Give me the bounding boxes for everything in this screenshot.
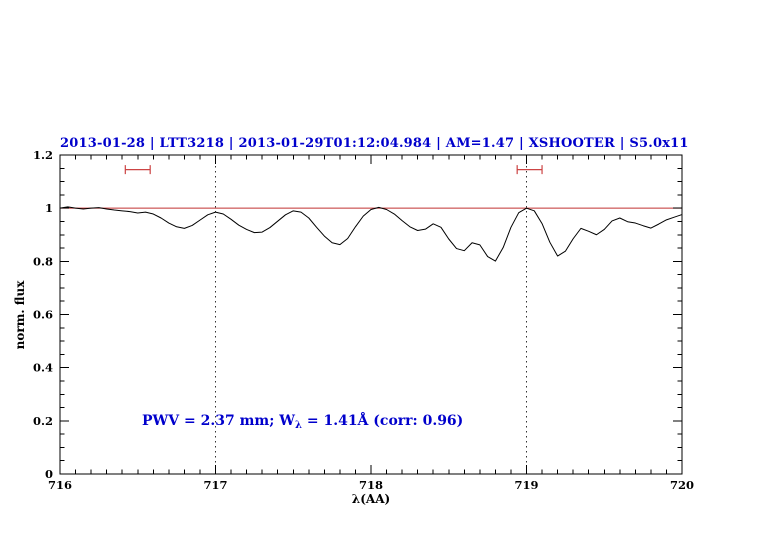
x-tick-label: 718: [359, 478, 383, 492]
equiv-width-marker: [516, 165, 543, 175]
y-tick-label: 0.6: [33, 308, 53, 322]
y-tick-label: 0.4: [33, 361, 53, 375]
plot-title-text: 2013-01-28 | LTT3218 | 2013-01-29T01:12:…: [60, 136, 689, 151]
y-tick-label: 1: [45, 201, 53, 215]
pwv-annotation-pre: PWV = 2.37 mm; W: [142, 413, 295, 429]
y-tick-label: 0.8: [33, 254, 53, 268]
x-axis-label: λ(AA): [351, 492, 391, 506]
y-tick-label: 1.2: [33, 148, 53, 162]
y-axis-label: norm. flux: [13, 280, 27, 350]
pwv-annotation-post: = 1.41Å (corr: 0.96): [301, 413, 464, 429]
x-tick-label: 717: [203, 478, 227, 492]
x-tick-label: 720: [670, 478, 694, 492]
y-tick-label: 0: [45, 467, 53, 481]
plot-title: 2013-01-28 | LTT3218 | 2013-01-29T01:12:…: [60, 136, 688, 151]
spectrum-line: [59, 206, 683, 262]
pwv-annotation: PWV = 2.37 mm; Wλ = 1.41Å (corr: 0.96): [142, 413, 463, 431]
y-tick-label: 0.2: [33, 414, 53, 428]
equiv-width-marker: [124, 165, 151, 175]
pwv-annotation-sub: λ: [294, 420, 302, 431]
x-tick-label: 719: [514, 478, 538, 492]
x-tick-label: 716: [48, 478, 72, 492]
